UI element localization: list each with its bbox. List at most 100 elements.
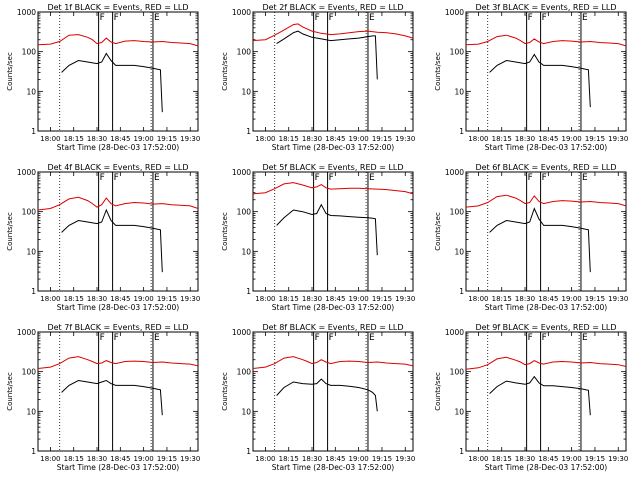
x-tick-label: 18:30 [87, 295, 107, 303]
chart-panel-6f: Det 6f BLACK = Events, RED = LLD 1 10 100 10… [434, 163, 628, 312]
x-tick-label: 18:45 [538, 295, 558, 303]
x-tick-label: 18:00 [40, 455, 60, 463]
chart-title: Det 8f BLACK = Events, RED = LLD [262, 323, 403, 332]
x-tick-label: 18:45 [325, 135, 345, 143]
chart-title: Det 5f BLACK = Events, RED = LLD [262, 163, 403, 172]
x-axis-label: Start Time (28-Dec-03 17:52:00) [485, 303, 607, 312]
y-tick-label: 1000 [17, 168, 36, 177]
series-line-events [276, 203, 378, 256]
chart-panel-8f: Det 8f BLACK = Events, RED = LLD 1 10 100 10… [221, 323, 415, 472]
chart-panel-1f: Det 1f BLACK = Events, RED = LLD 1 10 100 10… [6, 3, 200, 152]
y-tick-label: 1 [31, 287, 36, 296]
y-tick-label: 1000 [17, 8, 36, 17]
x-tick-label: 18:30 [87, 455, 107, 463]
series-line-lld [465, 194, 627, 208]
plot-frame [465, 171, 627, 292]
x-tick-label: 18:15 [64, 135, 84, 143]
x-tick-label: 18:45 [538, 455, 558, 463]
x-tick-label: 19:00 [349, 295, 369, 303]
series-line-events [276, 30, 378, 80]
plot-frame [465, 331, 627, 452]
chart-title: Det 2f BLACK = Events, RED = LLD [262, 3, 403, 12]
marker-label: F [542, 333, 547, 343]
x-tick-label: 18:00 [468, 135, 488, 143]
x-axis-label: Start Time (28-Dec-03 17:52:00) [57, 463, 179, 472]
y-tick-label: 10 [241, 87, 251, 96]
marker-label: F [528, 173, 533, 183]
y-tick-label: 10 [454, 247, 464, 256]
x-tick-label: 18:00 [40, 135, 60, 143]
y-tick-label: 100 [22, 368, 37, 377]
x-tick-label: 19:00 [134, 135, 154, 143]
chart-title: Det 9f BLACK = Events, RED = LLD [475, 323, 616, 332]
series-line-events [489, 53, 591, 108]
marker-label: F [100, 173, 105, 183]
marker-label: F [528, 13, 533, 23]
y-axis-label: Counts/sec [6, 372, 14, 411]
x-tick-label: 18:45 [538, 135, 558, 143]
y-tick-label: 100 [450, 368, 465, 377]
y-tick-label: 1000 [445, 168, 464, 177]
y-tick-label: 1 [246, 447, 251, 456]
x-tick-label: 19:00 [562, 295, 582, 303]
x-axis-label: Start Time (28-Dec-03 17:52:00) [485, 143, 607, 152]
chart-panel-7f: Det 7f BLACK = Events, RED = LLD 1 10 100 10… [6, 323, 200, 472]
series-line-lld [465, 356, 627, 370]
x-axis-label: Start Time (28-Dec-03 17:52:00) [272, 463, 394, 472]
x-tick-label: 18:15 [64, 295, 84, 303]
series-line-events [276, 378, 378, 412]
y-tick-label: 10 [454, 407, 464, 416]
y-axis-label: Counts/sec [221, 212, 229, 251]
plot-frame [252, 11, 414, 132]
y-tick-label: 1 [31, 447, 36, 456]
x-tick-label: 19:15 [585, 295, 605, 303]
x-tick-label: 18:30 [515, 455, 535, 463]
plot-frame [37, 331, 199, 452]
marker-label: E [369, 333, 375, 343]
x-tick-label: 19:30 [608, 455, 628, 463]
series-line-lld [252, 356, 414, 369]
y-tick-label: 1000 [232, 328, 251, 337]
x-tick-label: 18:45 [325, 295, 345, 303]
x-tick-label: 19:15 [372, 455, 392, 463]
chart-title: Det 4f BLACK = Events, RED = LLD [47, 163, 188, 172]
y-tick-label: 1 [459, 447, 464, 456]
x-tick-label: 19:15 [157, 135, 177, 143]
x-axis-label: Start Time (28-Dec-03 17:52:00) [272, 143, 394, 152]
x-tick-label: 18:00 [40, 295, 60, 303]
x-tick-label: 19:15 [372, 135, 392, 143]
x-tick-label: 18:15 [492, 455, 512, 463]
x-axis-label: Start Time (28-Dec-03 17:52:00) [57, 303, 179, 312]
marker-label: F [315, 13, 320, 23]
x-tick-label: 19:30 [180, 295, 200, 303]
chart-title: Det 3f BLACK = Events, RED = LLD [475, 3, 616, 12]
marker-label: E [154, 333, 160, 343]
marker-label: E [154, 13, 160, 23]
x-tick-label: 19:15 [157, 455, 177, 463]
y-tick-label: 100 [237, 208, 252, 217]
y-tick-label: 100 [22, 208, 37, 217]
chart-panel-5f: Det 5f BLACK = Events, RED = LLD 1 10 100 10… [221, 163, 415, 312]
series-line-lld [37, 356, 199, 369]
y-tick-label: 10 [241, 247, 251, 256]
y-tick-label: 100 [237, 48, 252, 57]
marker-label: F [100, 333, 105, 343]
chart-panel-4f: Det 4f BLACK = Events, RED = LLD 1 10 100 10… [6, 163, 200, 312]
marker-label: E [154, 173, 160, 183]
chart-panel-2f: Det 2f BLACK = Events, RED = LLD 1 10 100 10… [221, 3, 415, 152]
marker-label: F [542, 173, 547, 183]
x-tick-label: 18:15 [279, 455, 299, 463]
x-tick-label: 18:00 [255, 135, 275, 143]
y-tick-label: 1000 [445, 8, 464, 17]
x-tick-label: 19:00 [349, 455, 369, 463]
x-tick-label: 19:15 [372, 295, 392, 303]
marker-label: E [369, 173, 375, 183]
x-tick-label: 19:00 [562, 455, 582, 463]
marker-label: F [528, 333, 533, 343]
plot-frame [37, 171, 199, 292]
x-tick-label: 18:45 [110, 295, 130, 303]
y-tick-label: 100 [22, 48, 37, 57]
y-tick-label: 10 [26, 247, 36, 256]
plot-frame [465, 11, 627, 132]
x-tick-label: 19:30 [180, 135, 200, 143]
